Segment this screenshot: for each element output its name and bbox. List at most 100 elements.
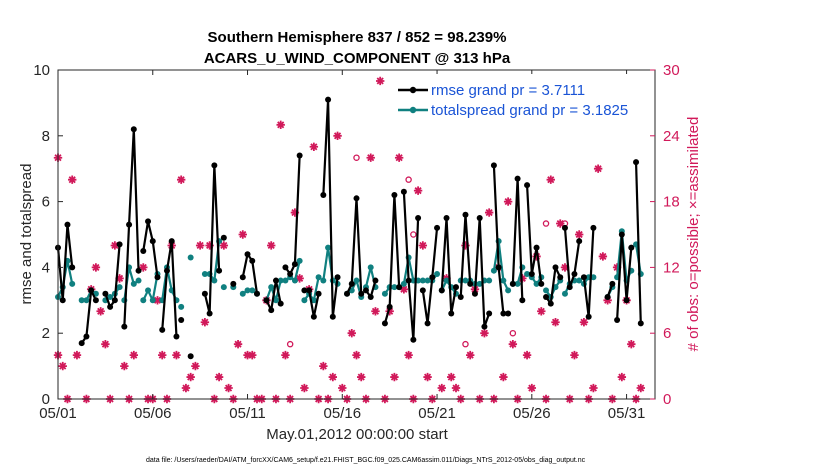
spread-point xyxy=(315,274,322,281)
y-tick-label: 2 xyxy=(42,325,50,342)
obs-assimilated-point xyxy=(352,350,361,360)
rmse-point xyxy=(140,247,147,254)
rmse-point xyxy=(145,218,152,225)
x-tick-label: 05/01 xyxy=(39,405,77,422)
legend-rmse-label: rmse grand pr = 3.7111 xyxy=(431,82,585,99)
rmse-point xyxy=(263,297,270,304)
rmse-line-segment xyxy=(563,227,581,289)
rmse-point xyxy=(206,310,213,317)
rmse-point xyxy=(628,244,635,251)
spread-point xyxy=(533,280,540,287)
obs-assimilated-point xyxy=(556,219,565,228)
rmse-point xyxy=(296,152,303,159)
obs-assimilated-point xyxy=(537,307,546,316)
rmse-point xyxy=(614,317,621,324)
x-axis-label: May.01,2012 00:00:00 start xyxy=(266,426,448,443)
spread-point xyxy=(107,294,114,301)
y-right-tick-label: 30 xyxy=(663,62,680,79)
rmse-line-segment xyxy=(322,98,339,318)
rmse-point xyxy=(334,274,341,281)
obs-assimilated-point xyxy=(276,120,285,130)
obs-possible-point xyxy=(462,340,469,348)
rmse-point xyxy=(481,323,488,330)
rmse-point xyxy=(405,277,412,284)
plot-area xyxy=(58,70,655,399)
obs-assimilated-point xyxy=(551,318,560,327)
obs-assimilated-point xyxy=(300,383,309,393)
spread-line-segment xyxy=(303,277,320,302)
rmse-point xyxy=(462,211,469,218)
rmse-point xyxy=(329,313,336,320)
y-right-tick-label: 6 xyxy=(663,325,671,342)
obs-assimilated-point xyxy=(91,263,101,272)
rmse-line-segment xyxy=(402,191,420,341)
y-right-tick-label: 12 xyxy=(663,259,680,276)
y-axis-label: rmse and totalspread xyxy=(18,164,35,305)
rmse-point xyxy=(419,287,426,294)
obs-assimilated-point xyxy=(451,383,461,393)
x-tick-label: 05/21 xyxy=(418,405,456,422)
obs-assimilated-point xyxy=(522,350,532,360)
rmse-point xyxy=(528,270,535,277)
obs-assimilated-point xyxy=(503,197,513,206)
rmse-line-segment xyxy=(473,216,491,328)
x-tick-label: 05/26 xyxy=(513,405,551,422)
rmse-point xyxy=(149,238,156,245)
spread-point xyxy=(187,254,194,261)
rmse-point xyxy=(211,162,218,169)
obs-assimilated-point xyxy=(200,318,210,327)
rmse-line-segment xyxy=(383,193,401,324)
rmse-line-segment xyxy=(525,185,543,284)
rmse-line-segment xyxy=(545,266,562,305)
rmse-point xyxy=(268,307,275,314)
rmse-point xyxy=(524,182,531,189)
x-tick-label: 05/16 xyxy=(324,405,362,422)
obs-assimilated-point xyxy=(390,372,399,382)
rmse-point xyxy=(538,280,545,287)
rmse-point xyxy=(159,326,166,333)
rmse-point xyxy=(443,215,450,222)
rmse-point xyxy=(173,333,180,340)
spread-point xyxy=(201,270,208,277)
rmse-point xyxy=(467,280,474,287)
rmse-point xyxy=(325,96,332,103)
rmse-point xyxy=(424,320,431,327)
spread-point xyxy=(400,280,407,287)
rmse-point xyxy=(163,267,170,274)
rmse-point xyxy=(168,238,175,245)
spread-point xyxy=(500,277,507,284)
rmse-line-segment xyxy=(615,233,633,321)
rmse-point xyxy=(543,294,550,301)
rmse-point xyxy=(505,310,512,317)
rmse-point xyxy=(69,264,76,271)
rmse-point xyxy=(410,336,417,343)
obs-assimilated-point xyxy=(574,230,584,239)
obs-assimilated-point xyxy=(499,372,508,382)
spread-line-segment xyxy=(492,239,510,291)
spread-point xyxy=(505,287,512,294)
chart-subtitle: ACARS_U_WIND_COMPONENT @ 313 hPa xyxy=(204,50,511,67)
obs-possible-point xyxy=(405,176,412,183)
rmse-point xyxy=(353,195,360,202)
rmse-point xyxy=(244,251,251,258)
rmse-point xyxy=(633,159,640,166)
obs-assimilated-point xyxy=(394,153,404,162)
rmse-point xyxy=(306,287,313,294)
rmse-line-segment xyxy=(440,216,458,315)
rmse-point xyxy=(571,270,578,277)
y-right-tick-label: 24 xyxy=(663,128,680,145)
obs-assimilated-point xyxy=(413,186,423,195)
rmse-point xyxy=(453,284,459,291)
rmse-line-segment xyxy=(203,164,221,315)
spread-point xyxy=(282,277,289,284)
spread-point xyxy=(149,297,156,304)
rmse-line-segment xyxy=(241,253,259,294)
rmse-point xyxy=(111,297,118,304)
rmse-point xyxy=(187,353,194,360)
obs-assimilated-point xyxy=(224,383,233,393)
spread-point xyxy=(145,287,152,294)
spread-point xyxy=(462,277,469,284)
obs-assimilated-point xyxy=(508,339,518,349)
rmse-point xyxy=(495,264,502,271)
